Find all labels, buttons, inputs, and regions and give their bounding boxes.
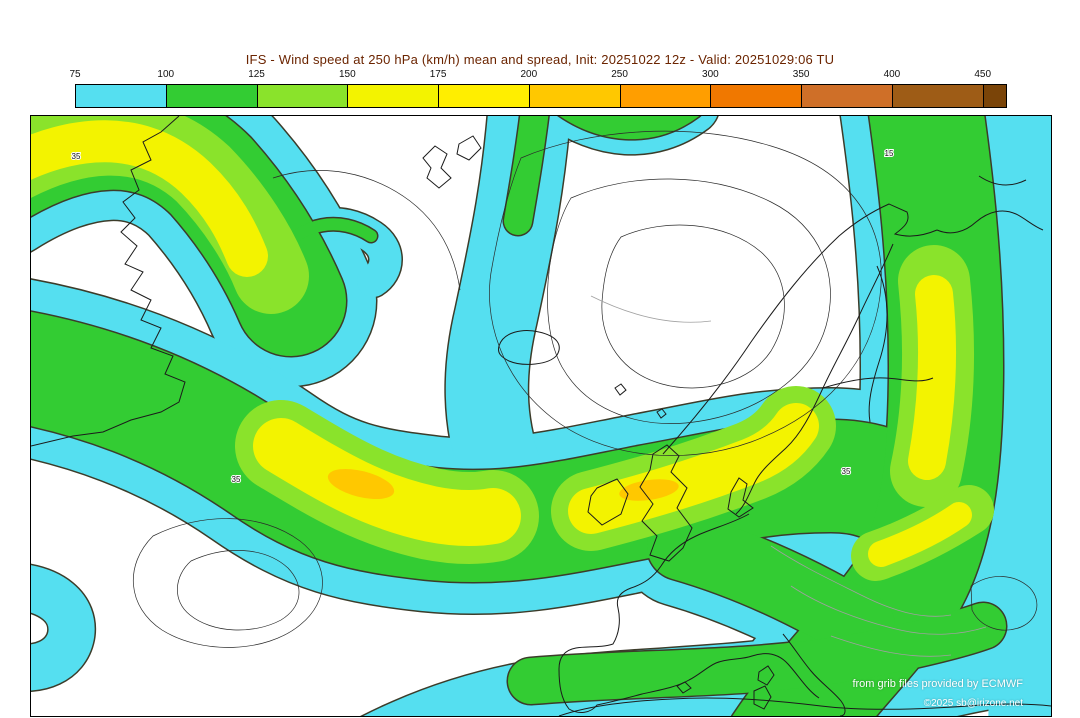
- coast-continental-europe: [558, 513, 820, 713]
- coast-great-britain: [639, 444, 693, 562]
- contour-label: 15: [885, 149, 894, 158]
- coast-denmark: [727, 477, 754, 518]
- colorbar-tick-label: 350: [792, 69, 810, 80]
- colorbar-tick-label: 200: [520, 69, 538, 80]
- coast-white-sea: [978, 175, 1027, 186]
- colorbar-segment: [166, 85, 258, 107]
- colorbar-segment: [983, 85, 1006, 107]
- colorbar-tick-label: 300: [702, 69, 719, 80]
- wind-fill-ge-200: [327, 468, 679, 501]
- coast-greenland: [31, 116, 186, 447]
- colorbar-tick-label: 400: [883, 69, 901, 80]
- colorbar-tick-label: 250: [611, 69, 628, 80]
- coast-sweden-baltic: [735, 243, 894, 515]
- coast-svalbard: [422, 145, 452, 189]
- coast-north-africa: [558, 697, 1051, 716]
- colorbar-segment: [76, 85, 167, 107]
- contour-label-group: 35 35 35 15: [71, 148, 895, 485]
- coast-ireland: [587, 478, 629, 526]
- weather-map-svg: 35 35 35 15: [31, 116, 1051, 716]
- contour-label: 35: [72, 152, 81, 161]
- colorbar-tick-label: 125: [248, 69, 265, 80]
- colorbar-segment: [529, 85, 621, 107]
- coast-corsica: [757, 665, 775, 686]
- colorbar: [75, 84, 1007, 108]
- attribution-source: from grib files provided by ECMWF: [852, 678, 1023, 690]
- colorbar-tick-label: 75: [69, 69, 81, 80]
- colorbar-ticks: 75 100 125 150 175 200 250 300 350 400 450: [69, 69, 1005, 82]
- colorbar-tick-label: 100: [157, 69, 175, 80]
- chart-title: IFS - Wind speed at 250 hPa (km/h) mean …: [245, 52, 835, 67]
- colorbar-segment: [257, 85, 349, 107]
- colorbar-segment: [711, 85, 803, 107]
- coast-norway: [662, 203, 938, 455]
- colorbar-segment: [802, 85, 893, 107]
- wind-fill-ge-150: [31, 120, 972, 567]
- colorbar-segment: [348, 85, 440, 107]
- colorbar-segment: [439, 85, 530, 107]
- map-frame: 35 35 35 15 from grib files provided by ECM…: [30, 115, 1052, 717]
- spread-contours: [590, 295, 987, 657]
- coast-kola: [936, 210, 1044, 234]
- colorbar-tick-label: 450: [974, 69, 992, 80]
- coastlines: [31, 116, 1051, 716]
- coast-faroe: [614, 383, 627, 396]
- coast-iceland: [498, 330, 560, 365]
- contour-label: 35: [842, 467, 851, 476]
- colorbar-segment: [620, 85, 712, 107]
- attribution-copyright: ©2025 sb@irizone.net: [923, 698, 1023, 709]
- coast-sardinia: [753, 685, 772, 710]
- coast-shetland: [656, 408, 667, 419]
- colorbar-tick-label: 150: [338, 69, 356, 80]
- colorbar-tick-label: 175: [429, 69, 447, 80]
- coast-bothnia: [868, 265, 888, 423]
- coast-balearics: [676, 681, 692, 694]
- coast-italy: [782, 633, 846, 716]
- colorbar-segment: [892, 85, 984, 107]
- coast-svalbard: [456, 135, 482, 161]
- contour-label: 35: [232, 475, 241, 484]
